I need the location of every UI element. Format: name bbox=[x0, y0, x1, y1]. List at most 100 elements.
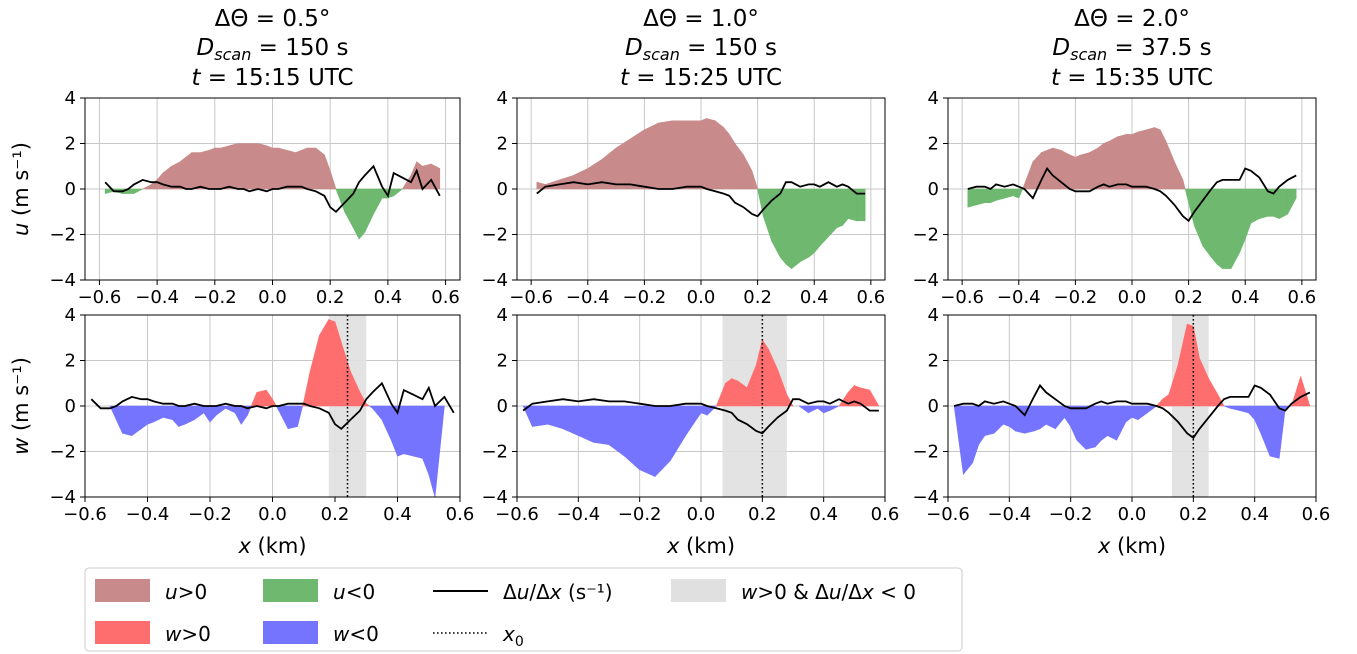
y-tick-label: 4 bbox=[497, 305, 508, 326]
w-negative-area bbox=[234, 405, 242, 425]
y-tick-label: −4 bbox=[49, 270, 76, 291]
w-positive-area bbox=[1291, 376, 1301, 407]
y-tick-label: −4 bbox=[49, 487, 76, 508]
u-positive-area bbox=[257, 143, 268, 190]
u-positive-area bbox=[243, 143, 250, 190]
dudx-line bbox=[536, 181, 866, 218]
y-tick-label: −4 bbox=[912, 487, 939, 508]
x-tick-label: 0.6 bbox=[1288, 287, 1317, 308]
w-positive-area bbox=[265, 389, 273, 407]
y-tick-label: −2 bbox=[49, 225, 76, 246]
x-tick-label: 0.4 bbox=[1240, 504, 1269, 525]
u-negative-area bbox=[1244, 188, 1252, 240]
u-negative-area bbox=[393, 188, 404, 197]
u-positive-area bbox=[615, 138, 631, 190]
w-negative-area bbox=[808, 405, 818, 414]
u-positive-area bbox=[743, 154, 753, 190]
u-positive-area bbox=[301, 147, 308, 190]
w-positive-area bbox=[725, 378, 732, 407]
x-tick-label: −0.4 bbox=[556, 504, 600, 525]
w-negative-area bbox=[1055, 405, 1065, 430]
x-tick-label: 0.2 bbox=[321, 504, 350, 525]
w-negative-area bbox=[1260, 405, 1271, 457]
y-tick-label: 2 bbox=[497, 351, 508, 372]
u-positive-area bbox=[1154, 127, 1161, 190]
x-tick-label: −0.4 bbox=[566, 287, 610, 308]
w-negative-area bbox=[153, 405, 164, 423]
x-axis-label: x (km) bbox=[1097, 534, 1166, 558]
u-negative-area bbox=[779, 188, 787, 265]
u-positive-area bbox=[672, 120, 688, 190]
u-positive-area bbox=[573, 168, 589, 190]
u-positive-area bbox=[1103, 140, 1110, 190]
u-negative-area bbox=[847, 188, 857, 222]
w-negative-area bbox=[547, 405, 564, 430]
u-negative-area bbox=[358, 188, 366, 240]
u-positive-area bbox=[142, 183, 152, 190]
w-negative-area bbox=[172, 405, 180, 428]
u-negative-area bbox=[1259, 188, 1269, 219]
y-tick-label: 0 bbox=[928, 179, 939, 200]
w-negative-area bbox=[700, 405, 708, 416]
panel-title-line2: Dscan = 37.5 s bbox=[1052, 35, 1211, 64]
u-positive-area bbox=[200, 149, 210, 190]
panel-u-1.0: −0.6 −0.4 −0.2 0.0 0.2 0.4 0.6 4 2 0 −2 −4 ΔΘ = 1.0°… bbox=[481, 6, 886, 308]
w-positive-area bbox=[1300, 376, 1311, 407]
x-tick-label: 0.0 bbox=[258, 287, 287, 308]
u-negative-area bbox=[1210, 188, 1218, 265]
w-negative-area bbox=[368, 405, 373, 409]
x-tick-label: 0.2 bbox=[1174, 287, 1203, 308]
x-tick-label: −0.6 bbox=[940, 287, 984, 308]
legend-item-uneg: u<0 bbox=[263, 579, 375, 604]
x-tick-label: −0.2 bbox=[193, 287, 237, 308]
legend-label-upos: u>0 bbox=[165, 580, 207, 604]
u-positive-area bbox=[156, 172, 164, 190]
panel-title-line3: t = 15:35 UTC bbox=[1051, 65, 1213, 91]
u-negative-area bbox=[819, 188, 829, 247]
u-negative-area bbox=[373, 188, 383, 215]
legend-item-upos: u>0 bbox=[95, 579, 207, 604]
legend-label-dudx: Δu/Δx (s⁻¹) bbox=[503, 580, 613, 604]
u-positive-area bbox=[329, 170, 337, 190]
legend-label-wpos: w>0 bbox=[165, 622, 211, 646]
u-positive-area bbox=[1097, 142, 1104, 190]
x-tick-label: 0.2 bbox=[316, 287, 345, 308]
w-positive-area bbox=[272, 399, 277, 407]
u-positive-area bbox=[249, 143, 259, 190]
x-tick-label: −0.6 bbox=[926, 504, 970, 525]
u-negative-area bbox=[808, 188, 815, 258]
u-positive-area bbox=[751, 170, 759, 190]
y-tick-label: 2 bbox=[928, 351, 939, 372]
legend-item-wneg: w<0 bbox=[263, 621, 379, 646]
w-negative-area bbox=[1107, 405, 1117, 441]
u-positive-area bbox=[1145, 127, 1155, 190]
w-positive-area bbox=[715, 383, 726, 407]
dudx-line bbox=[104, 164, 441, 214]
w-negative-area bbox=[225, 405, 236, 414]
u-negative-area bbox=[1012, 188, 1020, 199]
y-tick-label: −2 bbox=[912, 225, 939, 246]
w-negative-area bbox=[131, 405, 142, 437]
u-positive-area bbox=[151, 179, 158, 190]
w-negative-area bbox=[608, 405, 625, 457]
w-positive-area bbox=[1186, 323, 1194, 407]
w-negative-area bbox=[685, 405, 702, 437]
x-tick-label: −0.4 bbox=[135, 287, 179, 308]
u-negative-area bbox=[976, 188, 986, 206]
panel-u-0.5: −0.6 −0.4 −0.2 0.0 0.2 0.4 0.6 4 2 0 −2 −4 ΔΘ = 0.5°… bbox=[9, 6, 461, 308]
panel-title-line1: ΔΘ = 2.0° bbox=[1074, 6, 1190, 32]
legend-label-wneg: w<0 bbox=[333, 622, 379, 646]
w-negative-area bbox=[1033, 405, 1041, 432]
w-positive-area bbox=[731, 378, 739, 407]
x-tick-label: 0.0 bbox=[1118, 504, 1147, 525]
x-tick-label: −0.4 bbox=[987, 504, 1031, 525]
u-positive-area bbox=[629, 129, 645, 190]
y-tick-label: 4 bbox=[497, 88, 508, 109]
y-tick-label: 4 bbox=[928, 305, 939, 326]
u-positive-area bbox=[1165, 141, 1175, 190]
w-negative-area bbox=[178, 405, 186, 427]
u-positive-area bbox=[1174, 161, 1184, 190]
legend-swatch-upos bbox=[95, 579, 150, 602]
u-positive-area bbox=[228, 143, 239, 190]
